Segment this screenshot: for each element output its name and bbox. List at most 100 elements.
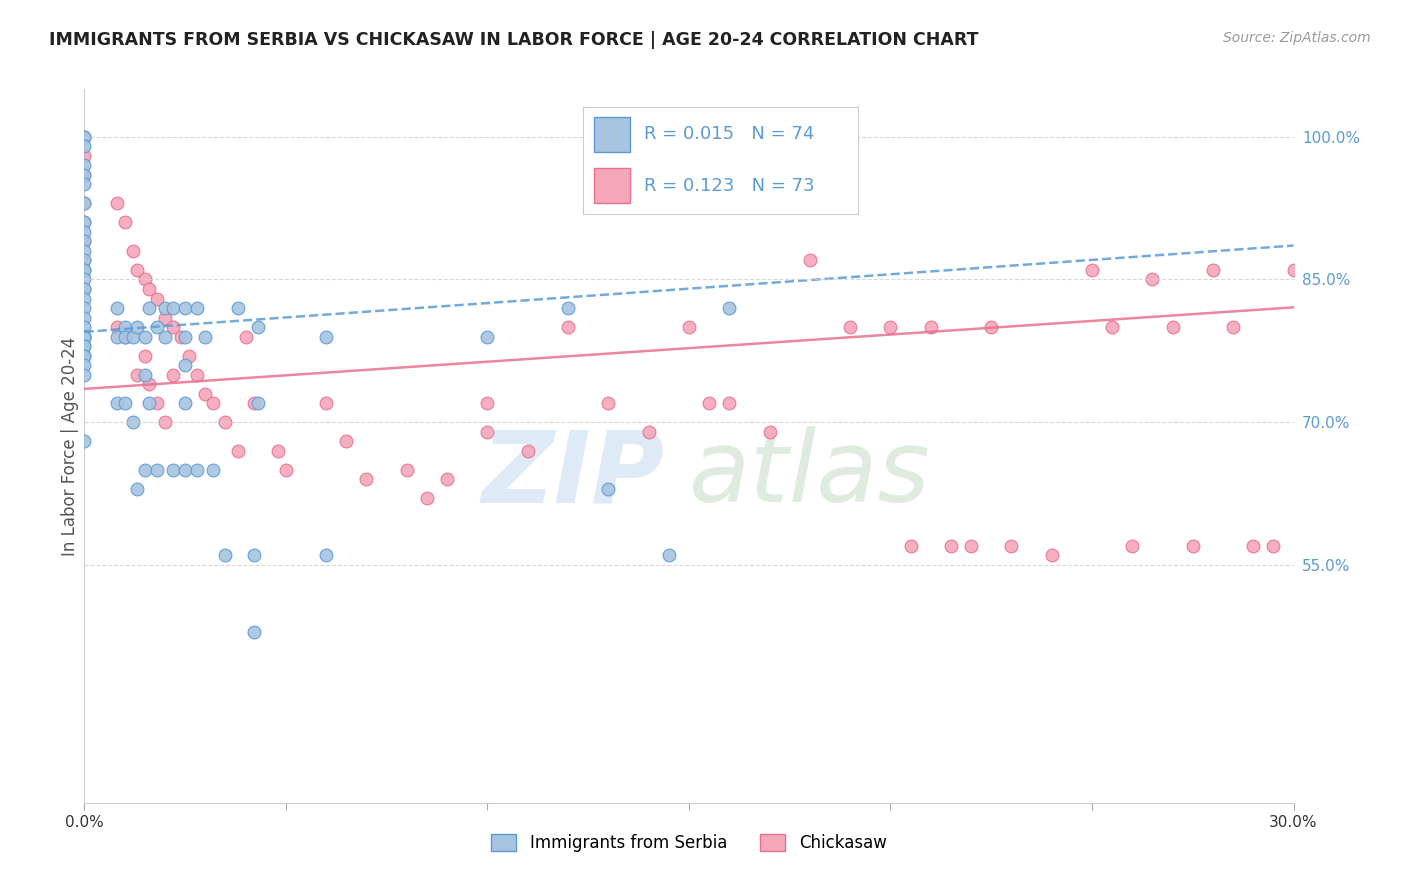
Point bbox=[174, 301, 197, 315]
Point bbox=[235, 329, 257, 343]
Point bbox=[114, 320, 136, 334]
Point bbox=[153, 415, 176, 429]
Point bbox=[980, 320, 1002, 334]
Point bbox=[1282, 263, 1305, 277]
Point bbox=[73, 129, 96, 144]
Legend: Immigrants from Serbia, Chickasaw: Immigrants from Serbia, Chickasaw bbox=[485, 827, 893, 859]
Point bbox=[315, 549, 337, 563]
Point bbox=[170, 329, 193, 343]
Point bbox=[146, 463, 169, 477]
Point bbox=[477, 329, 499, 343]
Point bbox=[73, 349, 96, 363]
Point bbox=[226, 301, 249, 315]
Y-axis label: In Labor Force | Age 20-24: In Labor Force | Age 20-24 bbox=[62, 336, 80, 556]
Point bbox=[477, 396, 499, 410]
Point bbox=[799, 253, 821, 268]
Point bbox=[73, 168, 96, 182]
Point bbox=[242, 396, 264, 410]
Point bbox=[73, 339, 96, 353]
Point bbox=[162, 368, 184, 382]
Point bbox=[879, 320, 901, 334]
Point bbox=[73, 196, 96, 211]
Point bbox=[73, 149, 96, 163]
Point bbox=[436, 472, 458, 486]
Point bbox=[637, 425, 659, 439]
Point bbox=[121, 244, 143, 258]
Point bbox=[1040, 549, 1063, 563]
Point bbox=[125, 320, 148, 334]
Point bbox=[134, 368, 156, 382]
Point bbox=[105, 301, 128, 315]
Point bbox=[73, 301, 96, 315]
Point bbox=[718, 301, 741, 315]
Point bbox=[134, 463, 156, 477]
Point bbox=[186, 463, 208, 477]
Point bbox=[226, 443, 249, 458]
Text: ZIP: ZIP bbox=[482, 426, 665, 523]
Point bbox=[73, 139, 96, 153]
Point bbox=[121, 329, 143, 343]
Point bbox=[73, 358, 96, 372]
Point bbox=[186, 368, 208, 382]
Point bbox=[138, 396, 160, 410]
Point bbox=[153, 329, 176, 343]
Point bbox=[557, 320, 579, 334]
Point bbox=[73, 168, 96, 182]
FancyBboxPatch shape bbox=[595, 168, 630, 203]
Point bbox=[1161, 320, 1184, 334]
Point bbox=[678, 320, 700, 334]
Text: R = 0.015   N = 74: R = 0.015 N = 74 bbox=[644, 126, 814, 144]
Point bbox=[242, 624, 264, 639]
Point bbox=[839, 320, 862, 334]
Point bbox=[73, 129, 96, 144]
Point bbox=[73, 129, 96, 144]
Point bbox=[73, 196, 96, 211]
Point bbox=[1142, 272, 1164, 286]
Point bbox=[214, 415, 236, 429]
Point bbox=[356, 472, 378, 486]
Point bbox=[73, 339, 96, 353]
Point bbox=[73, 215, 96, 229]
Point bbox=[138, 301, 160, 315]
Text: Source: ZipAtlas.com: Source: ZipAtlas.com bbox=[1223, 31, 1371, 45]
Point bbox=[174, 396, 197, 410]
Point bbox=[1202, 263, 1225, 277]
Text: IMMIGRANTS FROM SERBIA VS CHICKASAW IN LABOR FORCE | AGE 20-24 CORRELATION CHART: IMMIGRANTS FROM SERBIA VS CHICKASAW IN L… bbox=[49, 31, 979, 49]
Point bbox=[153, 310, 176, 325]
Point bbox=[416, 491, 439, 506]
Point bbox=[1000, 539, 1022, 553]
Point bbox=[315, 396, 337, 410]
Point bbox=[267, 443, 290, 458]
Point bbox=[114, 329, 136, 343]
Point bbox=[114, 396, 136, 410]
Point bbox=[73, 368, 96, 382]
Point bbox=[73, 253, 96, 268]
Point bbox=[186, 301, 208, 315]
Point bbox=[134, 329, 156, 343]
Point bbox=[125, 263, 148, 277]
Point bbox=[105, 329, 128, 343]
FancyBboxPatch shape bbox=[595, 117, 630, 152]
Point bbox=[146, 396, 169, 410]
Point bbox=[395, 463, 418, 477]
Point bbox=[162, 320, 184, 334]
Point bbox=[477, 425, 499, 439]
Point bbox=[73, 329, 96, 343]
Point bbox=[73, 282, 96, 296]
Point bbox=[73, 235, 96, 249]
Point bbox=[1222, 320, 1244, 334]
Point bbox=[1101, 320, 1123, 334]
Point bbox=[1121, 539, 1143, 553]
Point bbox=[697, 396, 720, 410]
Point bbox=[758, 425, 780, 439]
Point bbox=[162, 301, 184, 315]
Point bbox=[73, 235, 96, 249]
Point bbox=[162, 463, 184, 477]
Point bbox=[73, 272, 96, 286]
Point bbox=[125, 368, 148, 382]
Point bbox=[73, 263, 96, 277]
Point bbox=[105, 396, 128, 410]
Point bbox=[73, 349, 96, 363]
Point bbox=[900, 539, 922, 553]
Point bbox=[73, 263, 96, 277]
